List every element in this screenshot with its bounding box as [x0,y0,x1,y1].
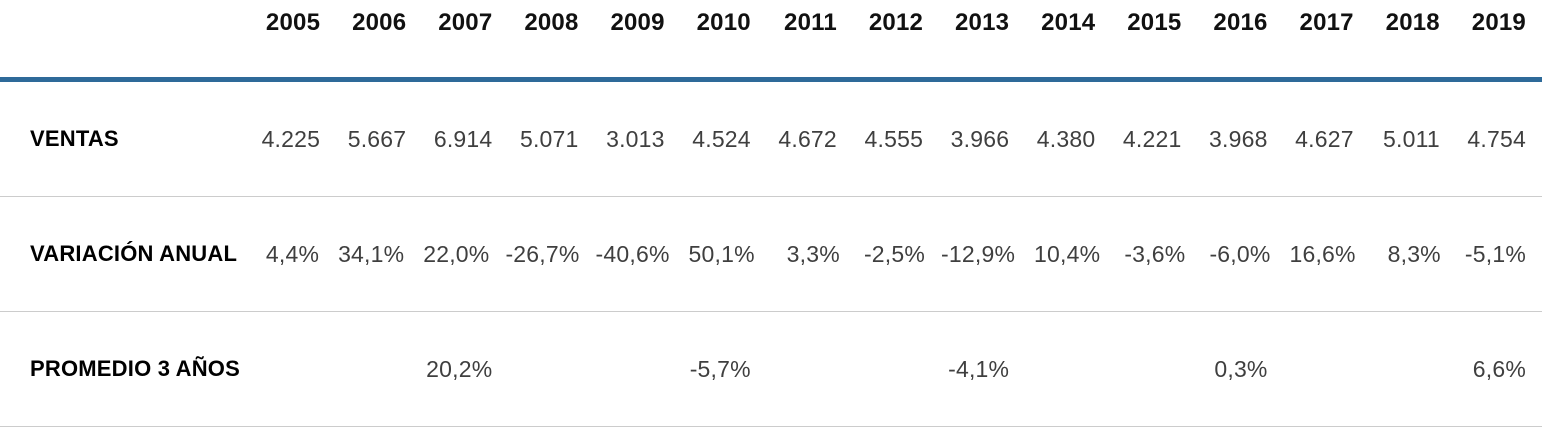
value-cell: -5,1% [1464,240,1526,267]
table-row-ventas: VENTAS 4.225 5.667 6.914 5.071 3.013 4.5… [0,82,1542,197]
value-cell: -3,6% [1124,240,1186,267]
value-cell: 3,3% [786,240,840,267]
header-divider-rule [0,77,1542,82]
value-cell: 3.966 [950,125,1010,152]
row-label: PROMEDIO 3 AÑOS [30,356,240,381]
row-label: VARIACIÓN ANUAL [30,241,238,266]
value-cell: 4.627 [1295,125,1354,152]
year-header: 2015 [1127,9,1182,36]
value-cell: 10,4% [1034,240,1101,267]
year-header: 2012 [868,9,924,36]
year-header: 2019 [1471,9,1526,36]
value-cell: 0,3% [1214,355,1268,382]
table-row-promedio-3-anos: PROMEDIO 3 AÑOS 20,2% -5,7% -4,1% 0,3% 6… [0,312,1542,427]
value-cell: 34,1% [338,240,405,267]
year-header: 2010 [696,9,751,36]
year-header: 2011 [784,9,837,36]
value-cell: -40,6% [595,240,670,267]
value-cell: 4,4% [265,240,320,267]
year-header: 2007 [438,9,493,36]
year-header: 2016 [1213,9,1268,36]
value-cell: 4.524 [692,125,751,152]
value-cell: 22,0% [423,240,490,267]
value-cell: 4.225 [261,125,321,152]
year-header: 2008 [524,9,579,36]
table-row-variacion-anual: VARIACIÓN ANUAL 4,4% 34,1% 22,0% -26,7% … [0,197,1542,312]
value-cell: -2,5% [863,240,926,267]
year-header: 2017 [1299,9,1354,36]
value-cell: 20,2% [426,355,493,382]
table-header-row: 2005 2006 2007 2008 2009 2010 2011 2012 … [0,0,1542,77]
value-cell: 5.667 [347,125,407,152]
year-header: 2018 [1385,9,1440,36]
value-cell: 6,6% [1472,355,1526,382]
value-cell: -6,0% [1209,240,1271,267]
value-cell: 16,6% [1289,240,1356,267]
value-cell: 4.672 [778,125,837,152]
value-cell: -4,1% [948,355,1010,382]
value-cell: 4.380 [1036,125,1096,152]
value-cell: -26,7% [505,240,580,267]
value-cell: -12,9% [941,240,1016,267]
value-cell: 8,3% [1387,240,1441,267]
value-cell: 4.555 [864,125,924,152]
value-cell: -5,7% [689,355,751,382]
year-header: 2013 [954,9,1010,36]
value-cell: 50,1% [688,240,755,267]
row-label: VENTAS [30,126,119,151]
value-cell: 3.013 [606,125,665,152]
value-cell: 3.968 [1209,125,1268,152]
year-header: 2006 [352,9,407,36]
year-header: 2014 [1041,9,1096,36]
value-cell: 4.754 [1467,125,1526,152]
value-cell: 4.221 [1122,125,1182,152]
value-cell: 6.914 [433,125,493,152]
year-header: 2009 [610,9,665,36]
value-cell: 5.071 [519,125,579,152]
year-header: 2005 [265,9,321,36]
value-cell: 5.011 [1383,125,1440,152]
